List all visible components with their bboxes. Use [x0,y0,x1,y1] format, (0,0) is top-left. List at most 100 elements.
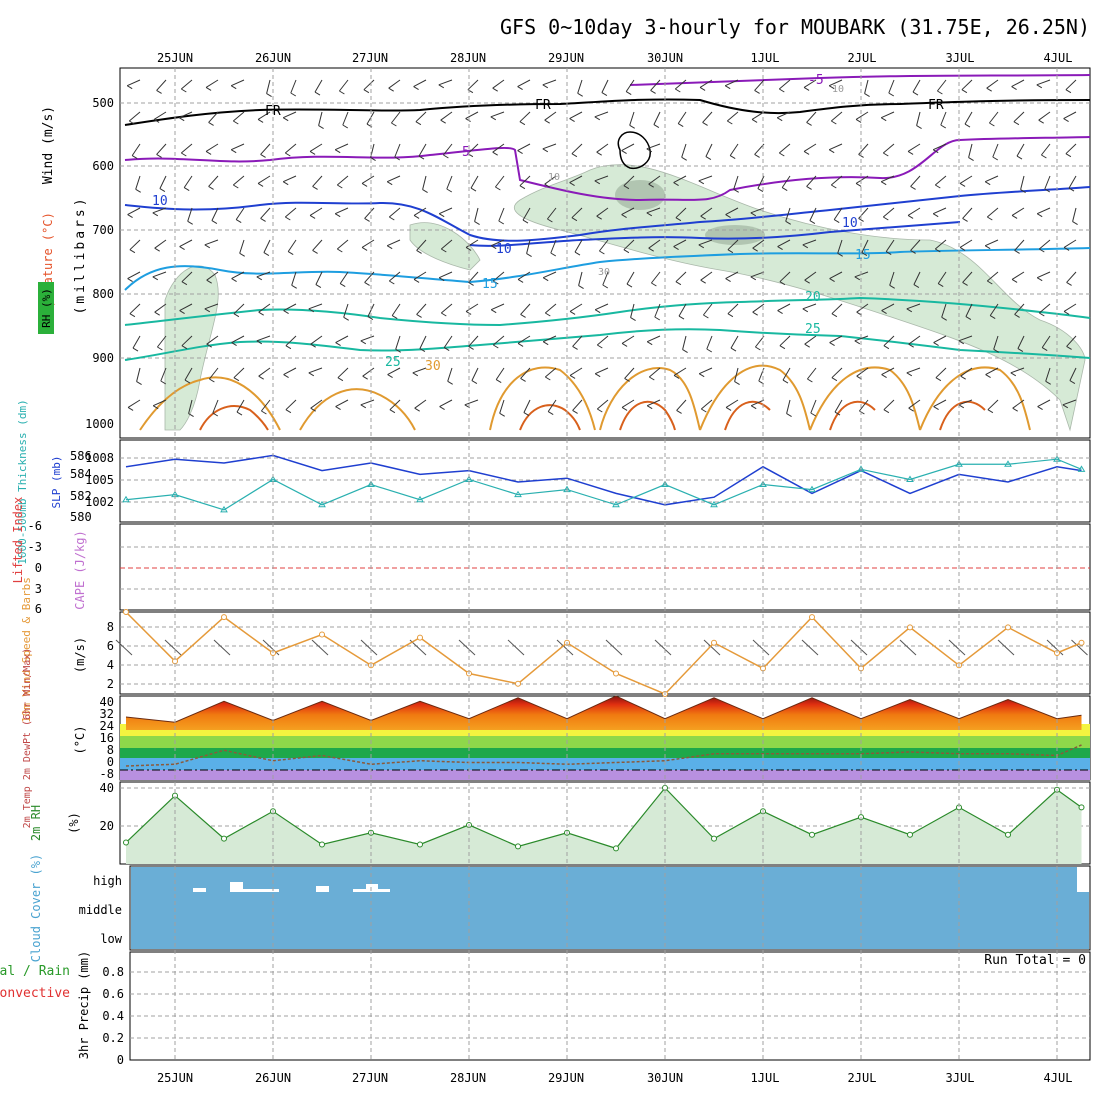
thickness-marker [955,460,963,467]
upper-wind-barb [391,303,401,316]
upper-wind-barb-flag [413,86,419,91]
upper-wind-barb [1066,335,1077,347]
upper-wind-barb [284,207,297,218]
upper-wind-barb [777,303,791,312]
upper-wind-barb-flag [127,214,133,219]
upper-wind-barb [152,271,167,278]
upper-wind-barb-flag [391,315,398,320]
upper-wind-barb [232,111,245,122]
upper-wind-barb [389,399,401,411]
upper-wind-barb-flag [958,340,965,345]
upper-wind-barb-flag [993,348,999,353]
gap-3 [243,889,279,892]
upper-wind-barb-flag [803,86,810,91]
upper-wind-barb [888,79,895,94]
thickness-marker [808,485,816,493]
thick-tick-584: 584 [70,467,92,481]
upper-wind-barb-flag [700,279,706,284]
gap-2 [230,882,243,892]
rh-tick-20: 20 [100,819,114,833]
upper-wind-barb [233,303,245,315]
upper-wind-barb [809,207,817,221]
upper-wind-barb [367,303,375,317]
upper-wind-barb-flag [959,182,966,187]
upper-wind-barb-flag [283,310,289,315]
wind-barb [213,639,231,656]
bottom-day-6: 1JUL [751,1071,780,1085]
upper-wind-barb [700,271,713,281]
precip-unit-label: 3hr Precip (mm) [77,951,91,1059]
upper-wind-barb [1011,271,1025,280]
upper-wind-barb [885,239,895,252]
temp-tick-minus8: -8 [100,767,114,781]
upper-wind-barb [204,303,219,310]
upper-wind-barb-flag [183,187,190,192]
upper-wind-barb-flag [779,88,785,93]
upper-wind-barb [706,335,713,350]
upper-wind-barb [208,111,219,123]
upper-wind-barb [648,175,661,185]
upper-wind-barb-flag [932,149,939,154]
contour-15 [124,247,1091,291]
upper-wind-barb [495,175,505,188]
upper-wind-barb-flag [308,372,315,377]
upper-wind-barb-flag [490,309,497,314]
wind-speed-point [1005,624,1011,631]
upper-wind-barb-flag [699,86,706,91]
upper-wind-barb-flag [1039,312,1045,317]
upper-wind-barb-flag [984,181,991,186]
upper-wind-barb-flag [958,404,965,409]
upper-air-frame [119,67,1091,439]
rh-point [123,839,129,846]
upper-wind-barb [335,399,349,408]
upper-wind-barb [778,143,791,154]
upper-wind-barb-flag [854,276,861,281]
upper-wind-barb-flag [526,253,532,258]
upper-wind-barb [336,175,349,186]
upper-wind-barb [700,207,713,217]
upper-wind-barb-flag [441,248,447,253]
upper-wind-barb [413,79,427,88]
upper-wind-barb-flag [517,86,523,91]
upper-wind-barb [438,79,453,86]
wind-speed-point [907,624,913,631]
upper-wind-barb-flag [962,281,968,286]
upper-wind-barb-flag [387,374,393,379]
upper-wind-barb-flag [362,375,368,380]
upper-wind-barb-flag [152,276,159,281]
upper-wind-barb-flag [653,124,660,129]
upper-wind-barb-flag [1041,347,1048,352]
upper-wind-barb-flag [315,284,322,289]
upper-wind-barb [834,399,843,413]
upper-wind-barb [260,143,271,155]
upper-wind-barb-flag [1069,380,1076,385]
upper-wind-barb-flag [855,182,862,187]
upper-wind-barb [778,79,791,90]
upper-wind-barb-flag [681,156,687,161]
upper-wind-barb-flag [443,154,449,159]
upper-wind-barb-flag [261,410,267,415]
wind10-ticks: 8 6 4 2 [107,620,114,691]
upper-wind-barb-flag [395,348,401,353]
upper-wind-barb-flag [807,378,813,383]
upper-wind-barb [1045,367,1051,382]
upper-wind-barb-flag [386,245,393,250]
upper-wind-barb [577,79,583,94]
rh-point [1078,804,1085,811]
upper-wind-barb-flag [725,278,731,283]
upper-wind-barb-flag [885,251,892,256]
upper-wind-barb [467,79,479,91]
wind10-series [115,609,1088,697]
upper-wind-barb-flag [883,152,889,157]
wind-barb [556,639,574,656]
upper-wind-barb [578,271,583,286]
wind10-unit: (m/s) [73,637,87,673]
upper-wind-barb-flag [1066,281,1072,286]
upper-wind-barb-flag [310,343,316,348]
temp2m-unit: (°C) [73,726,87,755]
precip-ticks: 0.8 0.6 0.4 0.2 0 [102,965,124,1067]
upper-wind-barb-flag [574,251,581,256]
upper-wind-barb [830,111,843,122]
precip-tick-0: 0 [117,1053,124,1067]
upper-wind-barb [621,143,635,152]
